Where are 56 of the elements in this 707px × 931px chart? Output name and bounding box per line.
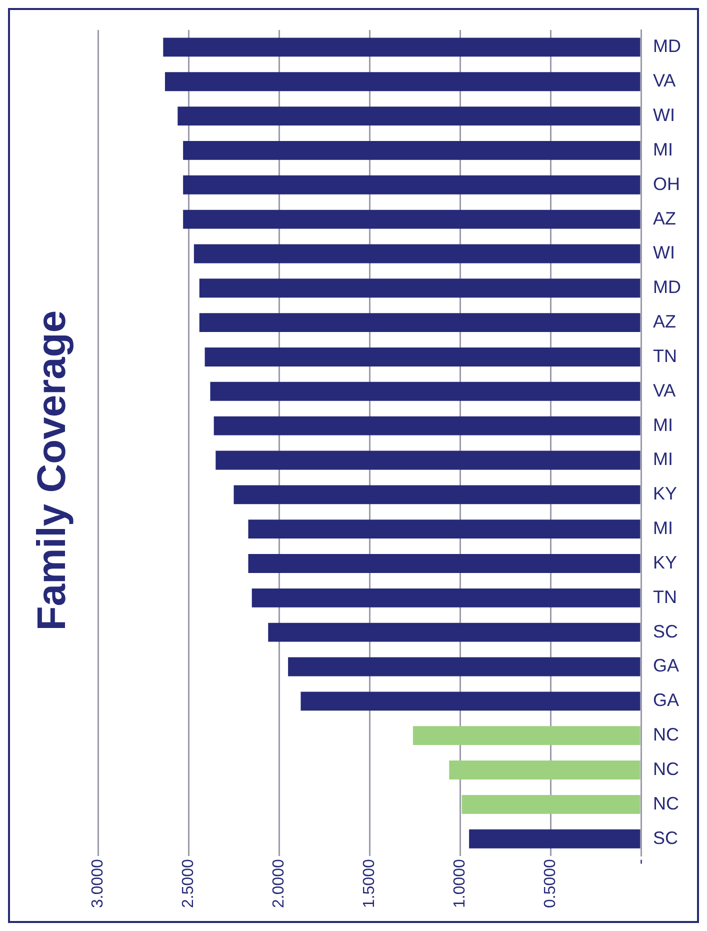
bar <box>462 794 640 814</box>
bar <box>164 72 640 92</box>
bar <box>210 382 640 401</box>
bar <box>204 348 640 366</box>
y-tick-label: TN <box>653 586 678 607</box>
bar <box>163 38 640 57</box>
bar <box>412 726 640 746</box>
x-tick-label: 0.5000 <box>542 858 559 908</box>
y-tick-label: NC <box>653 793 680 814</box>
y-tick-label: MD <box>653 277 682 298</box>
bar <box>178 106 640 126</box>
bar <box>199 278 640 298</box>
bar <box>469 829 640 848</box>
y-tick-label: OH <box>653 174 680 194</box>
y-tick-label: VA <box>653 380 676 400</box>
bar <box>199 313 640 332</box>
y-tick-label: SC <box>653 621 678 642</box>
x-tick-label: 3.0000 <box>89 858 106 908</box>
bar <box>268 622 640 642</box>
bar <box>214 416 640 436</box>
bar <box>300 692 640 711</box>
x-tick-label: 1.0000 <box>451 858 468 908</box>
bar <box>252 588 640 608</box>
y-tick-label: GA <box>653 690 680 710</box>
x-tick-label: - <box>632 859 650 864</box>
y-tick-label: KY <box>653 552 678 572</box>
y-tick-label: WI <box>653 105 676 126</box>
y-tick-label: AZ <box>653 312 676 332</box>
y-tick-label: MI <box>653 139 674 160</box>
bar <box>288 657 640 676</box>
y-tick-label: GA <box>653 656 680 676</box>
y-tick-label: NC <box>653 724 680 745</box>
y-tick-label: VA <box>653 70 676 91</box>
bar <box>183 210 640 229</box>
bar <box>449 760 640 780</box>
y-tick-label: MD <box>653 36 682 56</box>
bar <box>194 244 640 264</box>
y-tick-label: MI <box>653 449 674 470</box>
y-tick-label: NC <box>653 758 680 779</box>
y-tick-label: WI <box>653 242 676 263</box>
bar <box>248 520 640 539</box>
bar <box>216 450 640 470</box>
bar <box>234 485 640 504</box>
x-tick-label: 2.5000 <box>180 858 197 908</box>
x-tick-label: 2.0000 <box>270 858 288 908</box>
y-tick-label: SC <box>653 828 678 848</box>
y-tick-label: TN <box>653 346 678 366</box>
y-tick-label: AZ <box>653 208 676 228</box>
y-tick-label: KY <box>653 484 678 504</box>
y-tick-label: MI <box>653 414 674 435</box>
x-tick-label: 1.5000 <box>360 858 378 908</box>
bar <box>183 141 640 160</box>
text: Family Coverage <box>30 310 74 631</box>
bar <box>248 554 640 573</box>
bar <box>183 175 640 194</box>
y-tick-label: MI <box>653 518 674 538</box>
